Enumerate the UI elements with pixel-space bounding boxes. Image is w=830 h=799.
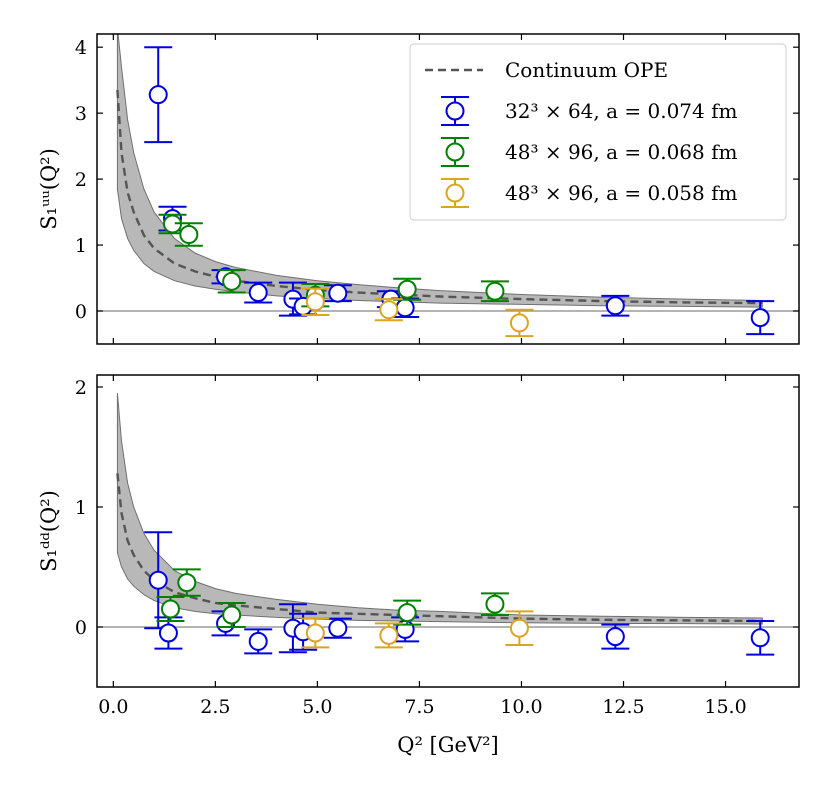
y-tick-label-dd-2: 2	[75, 377, 87, 399]
x-tick-label-5: 12.5	[602, 696, 644, 718]
marker	[379, 300, 399, 320]
ticks-uu: 0 1 2 3 4	[75, 34, 799, 344]
marker	[305, 292, 325, 312]
data-point-dd-s0-6	[323, 617, 352, 639]
marker	[160, 599, 180, 619]
data-point-uu-s2-1	[374, 298, 403, 322]
marker	[750, 628, 770, 648]
marker	[750, 308, 770, 328]
x-tick-label-2: 5.0	[302, 696, 332, 718]
marker	[222, 271, 242, 291]
legend-label-1: 32³ × 64, a = 0.074 fm	[505, 99, 738, 123]
marker	[509, 618, 529, 638]
data-point-uu-s1-4	[393, 277, 422, 301]
marker	[605, 627, 625, 647]
y-tick-label-uu-0: 0	[75, 301, 87, 323]
data-point-dd-s0-3	[244, 628, 273, 655]
ope-line-dd	[116, 473, 763, 623]
data-point-dd-s2-0	[301, 617, 330, 649]
legend-item-0: Continuum OPE	[425, 58, 668, 82]
data-point-dd-s0-9	[746, 620, 775, 656]
marker	[395, 298, 415, 318]
data-point-uu-s1-1	[174, 222, 203, 247]
x-tick-label-0: 0.0	[98, 696, 128, 718]
legend-label-3: 48³ × 96, a = 0.058 fm	[505, 181, 738, 205]
legend-marker-icon	[445, 183, 465, 203]
x-axis-label: Q² [GeV²]	[397, 733, 498, 757]
marker	[148, 570, 168, 590]
y-tick-label-dd-0: 0	[75, 617, 87, 639]
marker	[177, 573, 197, 593]
marker	[328, 283, 348, 303]
marker	[509, 313, 529, 333]
data-point-uu-s2-0	[301, 287, 330, 316]
panel-dd: 0.0 2.5 5.0 7.5 10.0 12.5 15.0 0 1 2 S₁ᵈᵈ(Q²)	[37, 374, 800, 718]
data-point-dd-s2-2	[505, 610, 534, 646]
data-point-uu-s1-5	[480, 280, 509, 303]
axes-frame-dd	[96, 374, 800, 688]
plot-area-uu	[97, 34, 799, 338]
data-point-dd-s1-4	[480, 592, 509, 616]
axes-frame-uu	[96, 33, 800, 345]
y-tick-label-dd-1: 1	[75, 497, 87, 519]
legend-frame	[409, 43, 787, 221]
legend-label-0: Continuum OPE	[505, 58, 668, 82]
data-point-dd-s1-3	[393, 599, 422, 626]
data-point-dd-s1-2	[217, 602, 246, 628]
y-tick-label-uu-1: 1	[75, 235, 87, 257]
marker	[222, 605, 242, 625]
marker	[248, 283, 268, 303]
y-axis-label-uu: S₁ᵘᵘ(Q²)	[37, 148, 61, 230]
data-point-uu-s0-3	[244, 281, 273, 304]
data-point-dd-s1-1	[172, 568, 201, 597]
marker	[397, 603, 417, 623]
plot-area-dd	[97, 392, 799, 656]
marker	[148, 85, 168, 105]
x-tick-label-4: 10.0	[500, 696, 542, 718]
y-axis-label-dd: S₁ᵈᵈ(Q²)	[37, 490, 61, 572]
ticks-dd: 0.0 2.5 5.0 7.5 10.0 12.5 15.0 0 1 2	[75, 375, 799, 718]
legend-item-2: 48³ × 96, a = 0.068 fm	[441, 137, 738, 167]
marker	[485, 281, 505, 301]
marker	[379, 625, 399, 645]
data-point-uu-s2-2	[505, 308, 534, 338]
data-point-dd-s0-5	[289, 612, 318, 651]
data-point-dd-s1-0	[156, 596, 185, 622]
marker	[485, 594, 505, 614]
data-point-uu-s0-0	[144, 46, 173, 144]
marker	[248, 631, 268, 651]
data-point-uu-s0-6	[323, 283, 352, 303]
marker	[328, 618, 348, 638]
data-point-uu-s1-2	[217, 269, 246, 294]
marker	[305, 623, 325, 643]
data-point-dd-s0-4	[278, 603, 307, 654]
marker	[605, 296, 625, 316]
legend-item-1: 32³ × 64, a = 0.074 fm	[441, 96, 738, 126]
x-tick-label-3: 7.5	[404, 696, 434, 718]
marker	[158, 623, 178, 643]
y-tick-label-uu-2: 2	[75, 169, 87, 191]
ope-band-dd	[116, 392, 763, 625]
x-tick-label-6: 15.0	[704, 696, 746, 718]
data-point-uu-s0-10	[746, 300, 775, 336]
y-tick-label-uu-3: 3	[75, 103, 87, 125]
data-point-uu-s1-0	[158, 213, 187, 235]
y-tick-label-uu-4: 4	[75, 37, 87, 59]
legend-label-2: 48³ × 96, a = 0.068 fm	[505, 140, 738, 164]
legend: Continuum OPE 32³ × 64, a = 0.074 fm 48³ ×…	[409, 43, 787, 221]
x-tick-label-1: 2.5	[200, 696, 230, 718]
panel-uu: 0 1 2 3 4 S₁ᵘᵘ(Q²)	[37, 33, 800, 345]
data-point-dd-s0-8	[601, 623, 630, 650]
marker	[397, 279, 417, 299]
marker	[179, 225, 199, 245]
legend-marker-icon	[445, 101, 465, 121]
data-point-uu-s0-9	[601, 294, 630, 317]
legend-marker-icon	[445, 142, 465, 162]
ope-band-uu	[116, 34, 763, 308]
data-point-dd-s2-1	[374, 622, 403, 649]
legend-item-3: 48³ × 96, a = 0.058 fm	[441, 178, 738, 208]
